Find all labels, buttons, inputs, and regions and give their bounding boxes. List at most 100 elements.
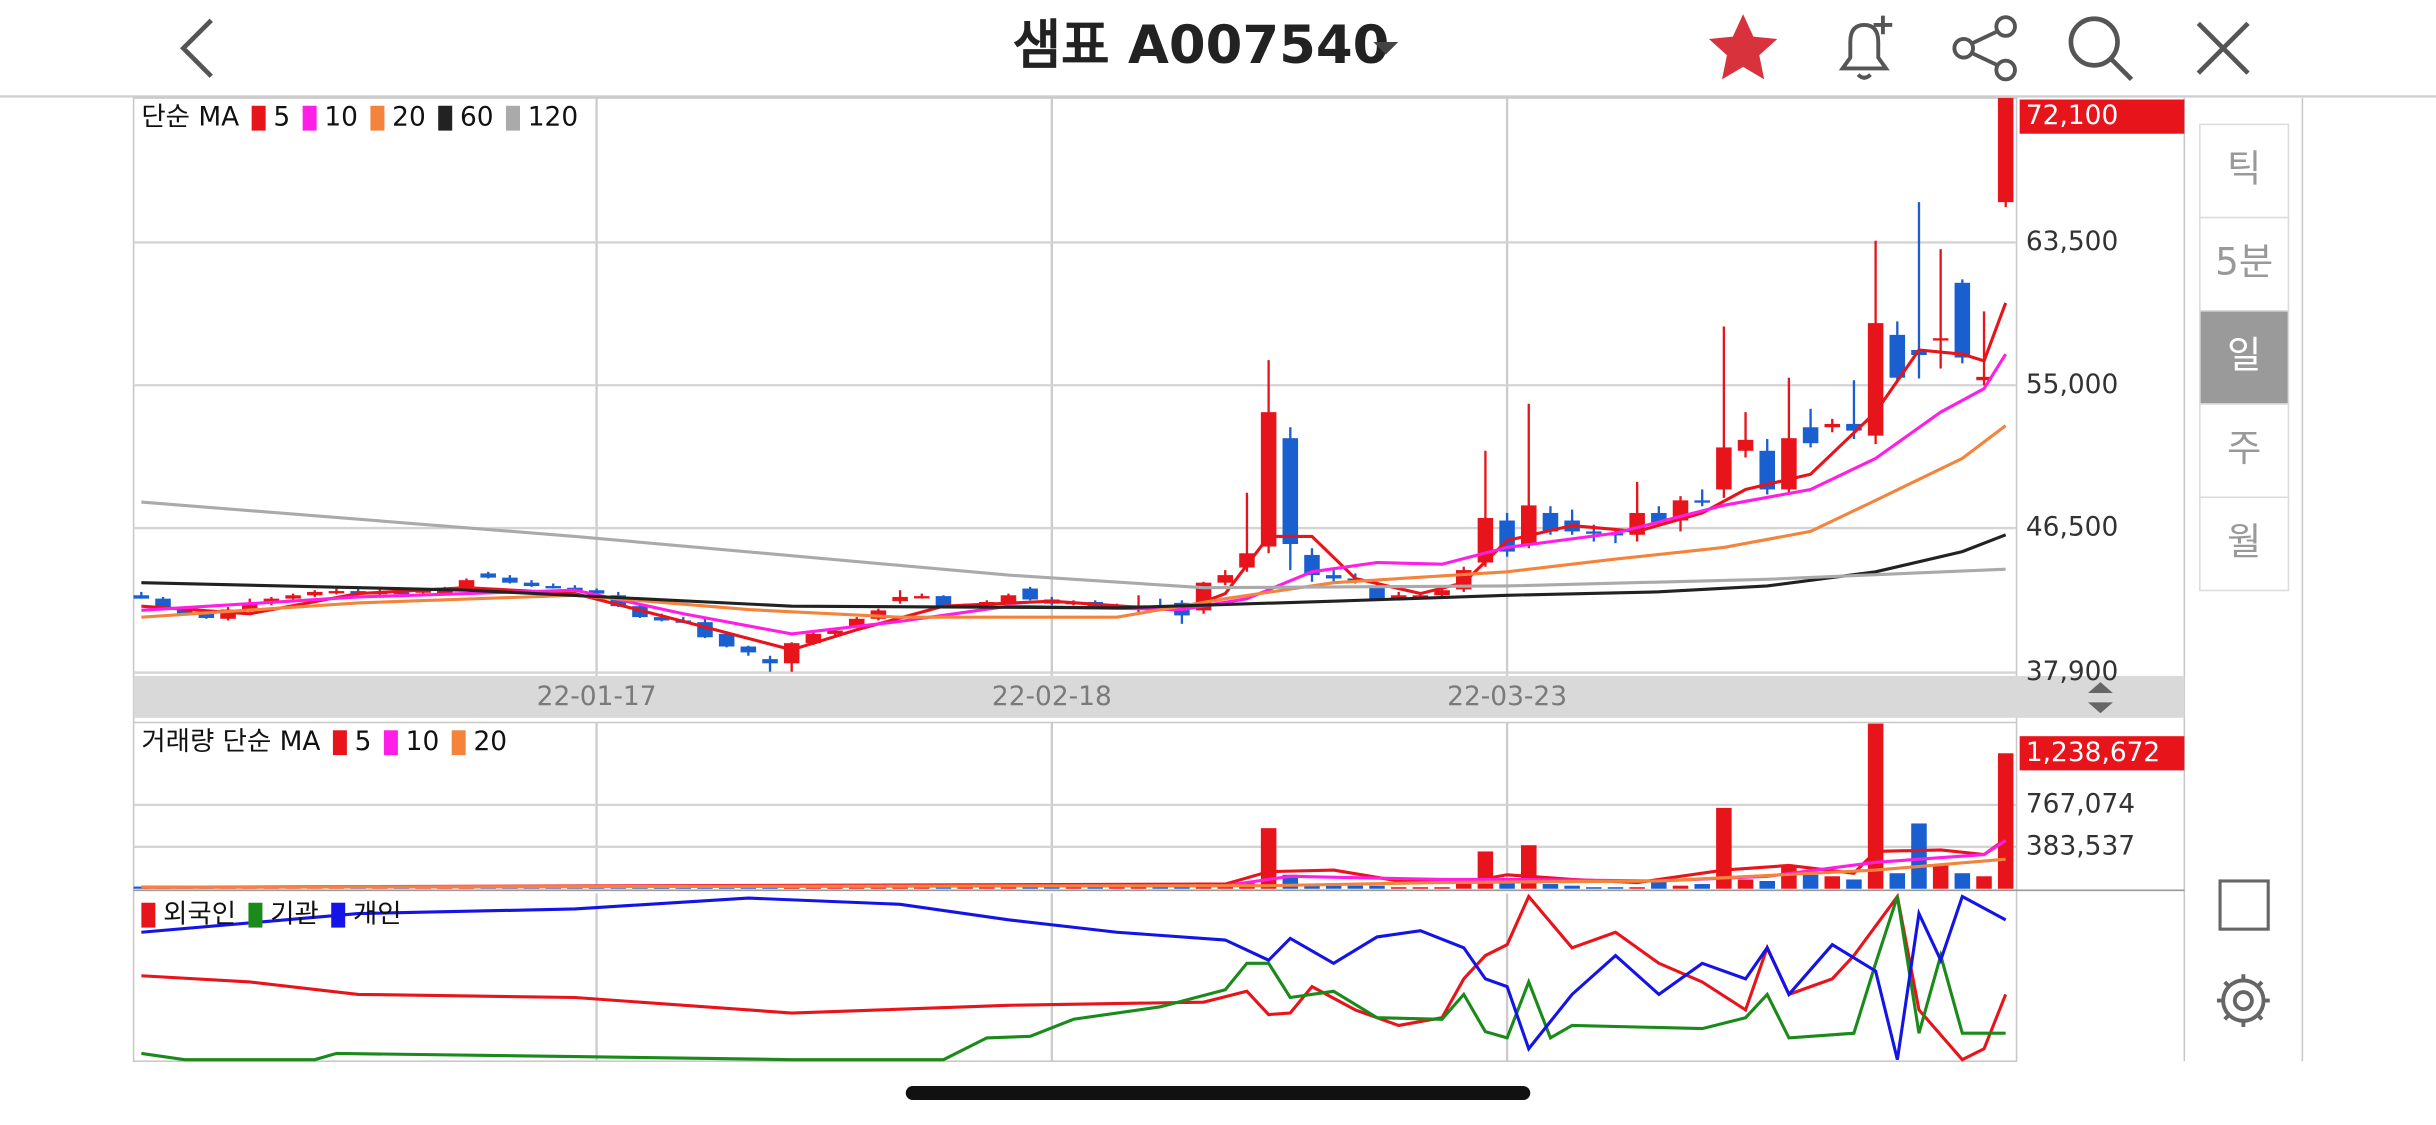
candle-body [892, 596, 908, 602]
tab-label[interactable]: 월 [2227, 519, 2261, 563]
volume-bar [1130, 886, 1147, 889]
legend-label: 외국인 [163, 899, 236, 930]
tab-button[interactable] [2199, 216, 2290, 312]
tab-button[interactable] [2199, 123, 2290, 219]
candle-body [718, 633, 735, 647]
candle-body [1802, 427, 1819, 444]
candle-body [458, 580, 475, 588]
candle-body [263, 598, 280, 603]
volume-bar [1174, 886, 1190, 889]
candle-body [523, 582, 540, 587]
volume-bar [1911, 823, 1927, 889]
date-label: 22-01-17 [537, 681, 657, 712]
volume-bar [1976, 876, 1992, 889]
candle-body [393, 591, 410, 595]
candle-body [762, 659, 778, 664]
line-series [141, 896, 2006, 1062]
candle-body [133, 595, 150, 599]
candle-body [480, 573, 496, 578]
candle-body [241, 602, 258, 610]
volume-bar [1325, 885, 1342, 889]
share-button[interactable] [1952, 15, 2017, 82]
line-series [141, 500, 2006, 590]
line-series [141, 857, 2006, 889]
date-label: 22-02-18 [992, 681, 1112, 712]
back-button[interactable] [180, 18, 213, 78]
legend-label: 20 [473, 726, 507, 757]
volume-bar [1802, 874, 1819, 889]
volume-bar [1607, 887, 1624, 889]
tab-label[interactable]: 5분 [2215, 240, 2273, 284]
candle-body [220, 609, 236, 619]
volume-bar [1759, 880, 1775, 889]
legend-swatch [438, 105, 453, 131]
favorite-star[interactable] [1708, 14, 1778, 80]
volume-bar [1390, 887, 1407, 889]
candle-body [1282, 438, 1299, 545]
candle-body [176, 609, 193, 614]
volume-bar [1694, 884, 1710, 889]
y-tick-label: 63,500 [2026, 226, 2118, 257]
resize-handle[interactable] [2088, 682, 2113, 714]
legend-label: 개인 [353, 899, 402, 930]
volume-bar [1932, 865, 1949, 889]
legend-swatch [332, 730, 347, 756]
volume-bar [1152, 887, 1168, 889]
legend-swatch [251, 105, 266, 131]
candle-body [1781, 438, 1797, 490]
tab-button[interactable] [2199, 496, 2290, 592]
volume-bar [979, 887, 995, 889]
candle-body [155, 598, 171, 610]
line-series [141, 892, 2008, 1062]
tab-label[interactable]: 주 [2227, 426, 2261, 470]
candle-body [1369, 586, 1385, 599]
candle-body [805, 633, 822, 644]
candle-body [653, 617, 670, 621]
candle-body [1997, 97, 2014, 203]
search-button[interactable] [2068, 16, 2134, 81]
line-series [141, 424, 2007, 619]
checkbox[interactable] [2218, 879, 2270, 931]
volume-bar [1044, 887, 1060, 889]
candle-body [914, 596, 930, 599]
settings-gear[interactable] [2216, 974, 2270, 1028]
legend-label: 기관 [270, 899, 319, 930]
candle-body [1260, 412, 1277, 547]
candle-body [1759, 450, 1775, 490]
candle-body [1022, 588, 1038, 600]
volume-bar [1109, 887, 1125, 889]
volume-bar [1022, 886, 1038, 889]
volume-bar [1586, 887, 1602, 889]
volume-bar [1087, 887, 1103, 889]
candle-body [1586, 531, 1602, 534]
tab-label[interactable]: 틱 [2227, 147, 2261, 191]
legend-title: 단순 MA [141, 102, 239, 133]
alert-bell[interactable] [1838, 15, 1893, 80]
line-series [141, 302, 2008, 652]
dropdown-arrow[interactable] [1373, 42, 1399, 55]
chart-frame [132, 97, 2018, 1062]
tab-button[interactable] [2199, 310, 2290, 405]
tab-label[interactable]: 일 [2227, 333, 2261, 377]
legend-label: 5 [273, 102, 290, 133]
legend-swatch [302, 105, 317, 131]
tab-button[interactable] [2199, 403, 2290, 499]
volume-bar [1889, 873, 1906, 889]
stock-title[interactable]: 샘표 A007540 [1012, 15, 1389, 76]
date-label: 22-03-23 [1447, 681, 1567, 712]
candle-body [328, 591, 345, 594]
close-button[interactable] [2196, 21, 2250, 75]
volume-bar [1954, 873, 1971, 889]
candle-body [1390, 595, 1407, 599]
volume-bar [1824, 876, 1841, 889]
volume-bar [957, 887, 973, 889]
line-series [141, 353, 2007, 636]
candle-body [198, 613, 215, 618]
date-strip [133, 675, 2185, 718]
y-tick-label: 767,074 [2026, 788, 2135, 819]
candle-body [935, 596, 952, 607]
candle-body [1824, 423, 1841, 428]
candle-body [1932, 338, 1949, 341]
